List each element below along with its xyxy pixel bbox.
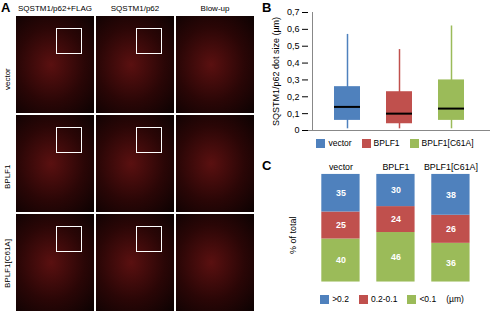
html-text:A: A <box>1 0 11 15</box>
svg-text:24: 24 <box>391 214 401 224</box>
html-text:BPLF1[C61A]: BPLF1[C61A] <box>421 138 474 148</box>
svg-text:46: 46 <box>391 252 401 262</box>
svg-text:BPLF1[C61A]: BPLF1[C61A] <box>424 162 478 172</box>
svg-text:0,3: 0,3 <box>287 75 300 85</box>
html-text:>0.2: >0.2 <box>332 294 349 304</box>
html-text:B: B <box>262 0 272 15</box>
html-text:BPLF1: BPLF1 <box>373 138 400 148</box>
svg-text:0,1: 0,1 <box>287 109 300 119</box>
svg-text:38: 38 <box>446 190 456 200</box>
svg-text:30: 30 <box>391 185 401 195</box>
html-text:Blow-up: Blow-up <box>200 4 230 13</box>
svg-text:26: 26 <box>446 224 456 234</box>
html-text:0.2-0.1: 0.2-0.1 <box>370 294 398 304</box>
svg-text:40: 40 <box>336 255 346 265</box>
svg-text:vector: vector <box>329 162 353 172</box>
svg-text:0,5: 0,5 <box>287 41 300 51</box>
svg-text:0,2: 0,2 <box>287 92 300 102</box>
svg-text:SQSTM1/p62 dot size (µm): SQSTM1/p62 dot size (µm) <box>271 17 281 126</box>
svg-text:0,4: 0,4 <box>287 58 300 68</box>
svg-text:25: 25 <box>336 220 346 230</box>
html-text:C: C <box>262 158 272 173</box>
html-text:<0.1: <0.1 <box>419 294 437 304</box>
html-text:BPLF1: BPLF1 <box>3 164 12 189</box>
html-text:SQSTM1/p62+FLAG: SQSTM1/p62+FLAG <box>18 4 92 13</box>
html-text:SQSTM1/p62: SQSTM1/p62 <box>110 4 160 13</box>
html-text:(µm): (µm) <box>446 294 464 305</box>
svg-text:0,6: 0,6 <box>287 24 300 34</box>
svg-text:0: 0 <box>294 125 299 135</box>
html-text:% of total: % of total <box>288 216 298 254</box>
svg-text:BPLF1: BPLF1 <box>382 162 409 172</box>
svg-text:0,7: 0,7 <box>287 7 300 17</box>
html-text:vector: vector <box>328 138 352 148</box>
html-text:BPLF1[C61A]: BPLF1[C61A] <box>3 238 12 288</box>
svg-text:36: 36 <box>446 258 456 268</box>
html-text:vector: vector <box>3 67 12 90</box>
svg-text:35: 35 <box>336 188 346 198</box>
